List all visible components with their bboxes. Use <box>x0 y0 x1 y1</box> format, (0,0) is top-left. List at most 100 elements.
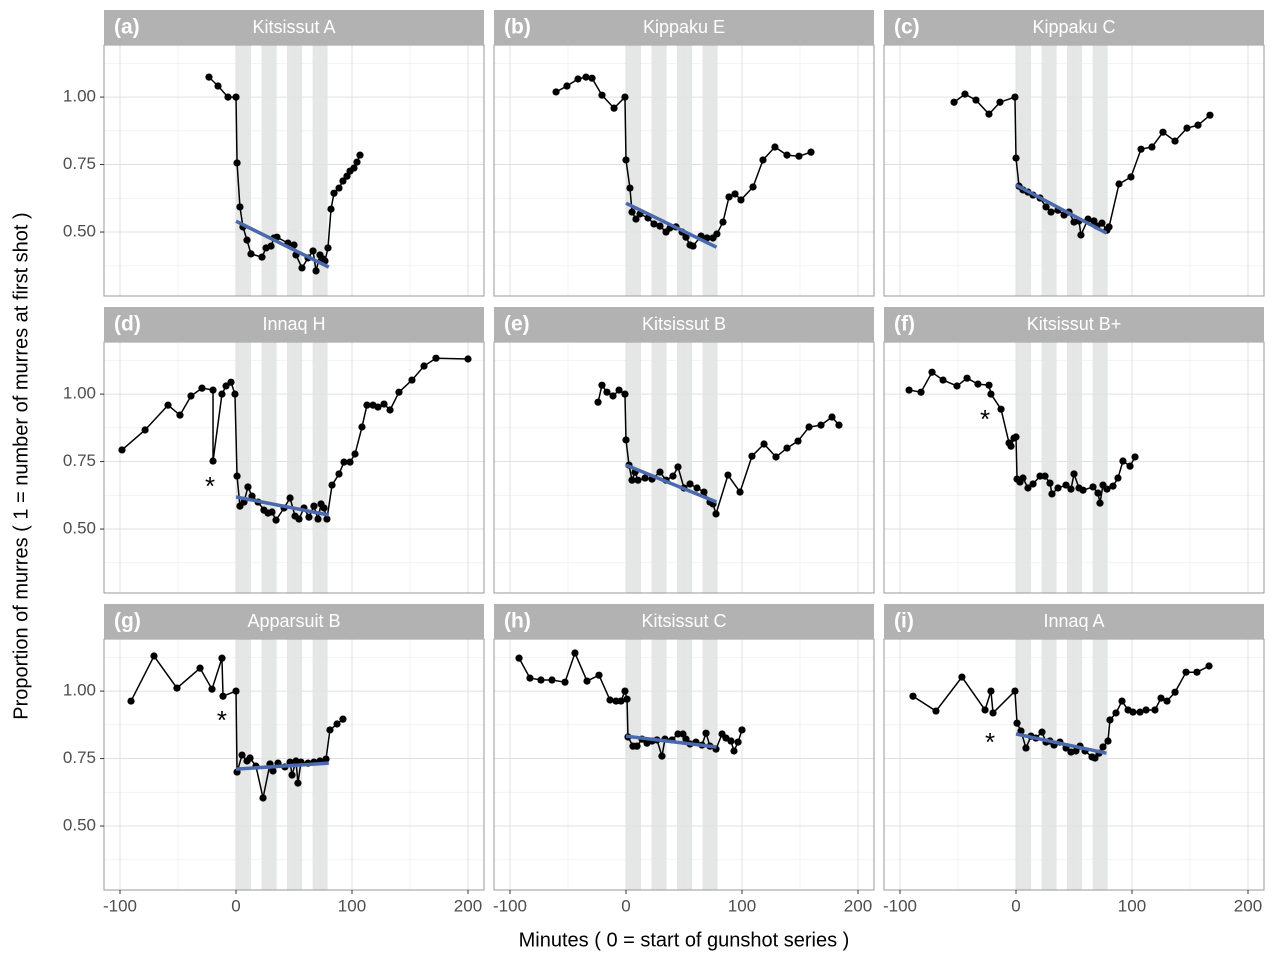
panel: * (f) Kitsissut B+ <box>883 307 1265 594</box>
data-point <box>974 380 982 388</box>
data-point <box>725 193 733 201</box>
trend-line <box>1015 732 1107 755</box>
data-point <box>552 88 560 96</box>
data-point <box>1013 719 1021 727</box>
data-point <box>961 90 969 98</box>
data-point <box>238 751 246 759</box>
data-point <box>656 468 664 476</box>
data-point <box>309 247 317 255</box>
data-point <box>932 707 940 715</box>
panel: (c) Kippaku C <box>883 10 1265 297</box>
data-point <box>353 158 361 166</box>
data-point <box>958 673 966 681</box>
data-point <box>1022 744 1030 752</box>
strip <box>104 10 484 45</box>
data-point <box>700 488 708 496</box>
data-point <box>537 676 545 684</box>
data-point <box>1115 180 1123 188</box>
data-point <box>1067 485 1075 493</box>
data-point <box>1070 470 1078 478</box>
data-point <box>1038 728 1046 736</box>
shaded-interval <box>677 639 693 890</box>
data-point <box>1047 208 1055 216</box>
annotation: * <box>205 471 215 501</box>
annotation: * <box>217 705 227 735</box>
panel-title: Kitsissut A <box>252 17 335 37</box>
panel-title: Innaq H <box>262 314 325 334</box>
panel-title: Kippaku E <box>643 17 725 37</box>
data-point <box>164 401 172 409</box>
data-point <box>1072 747 1080 755</box>
y-tick-label: 0.75 <box>63 451 96 470</box>
data-point <box>268 508 276 516</box>
data-point <box>1112 709 1120 717</box>
data-point <box>380 400 388 408</box>
data-point <box>258 253 266 261</box>
trend-line <box>625 201 718 249</box>
data-point <box>310 502 318 510</box>
data-point <box>972 96 980 104</box>
data-point <box>1046 479 1054 487</box>
shaded-interval <box>261 342 277 593</box>
panel: * (i) Innaq A -100 0 100 200 <box>883 604 1265 915</box>
x-tick-label: -100 <box>493 896 527 915</box>
data-point <box>1079 486 1087 494</box>
data-point <box>719 218 727 226</box>
data-point <box>674 463 682 471</box>
data-point <box>606 696 614 704</box>
data-point <box>1109 482 1117 490</box>
shaded-interval <box>1092 342 1108 593</box>
panel: * (g) Apparsuit B 0.50 0.75 1.00 -100 0 100 200 <box>63 604 485 915</box>
shaded-interval <box>1067 45 1083 296</box>
data-point <box>305 513 313 521</box>
data-point <box>989 709 997 717</box>
data-point <box>312 267 320 275</box>
data-point <box>247 250 255 258</box>
data-point <box>783 151 791 159</box>
data-point <box>571 649 579 657</box>
data-point <box>682 233 690 241</box>
strip <box>494 307 874 342</box>
data-point <box>734 738 742 746</box>
data-point <box>1012 154 1020 162</box>
data-point <box>641 474 649 482</box>
series-line <box>208 76 361 272</box>
data-point <box>712 510 720 518</box>
strip <box>494 604 874 639</box>
data-point <box>218 654 226 662</box>
data-point <box>1042 203 1050 211</box>
shaded-interval <box>261 45 277 296</box>
data-point <box>835 421 843 429</box>
data-point <box>464 355 472 363</box>
y-tick-label: 0.50 <box>63 519 96 538</box>
data-point <box>1131 453 1139 461</box>
data-point <box>987 687 995 695</box>
data-point <box>327 205 335 213</box>
data-point <box>374 403 382 411</box>
data-point <box>231 390 239 398</box>
shaded-interval <box>312 45 328 296</box>
data-point <box>267 242 275 250</box>
data-point <box>233 159 241 167</box>
trend-line <box>235 761 329 771</box>
x-tick-label: -100 <box>883 896 917 915</box>
data-point <box>686 480 694 488</box>
data-point <box>749 183 757 191</box>
shaded-interval <box>1041 45 1057 296</box>
y-tick-label: 0.50 <box>63 816 96 835</box>
data-point <box>288 771 296 779</box>
data-point <box>1041 472 1049 480</box>
strip <box>884 604 1264 639</box>
data-point <box>909 692 917 700</box>
data-point <box>1077 231 1085 239</box>
shaded-interval <box>702 342 718 593</box>
data-point <box>1094 489 1102 497</box>
shaded-interval <box>702 639 718 890</box>
data-point <box>759 156 767 164</box>
data-point <box>335 184 343 192</box>
data-point <box>1036 472 1044 480</box>
data-point <box>290 241 298 249</box>
data-point <box>350 164 358 172</box>
data-point <box>330 189 338 197</box>
